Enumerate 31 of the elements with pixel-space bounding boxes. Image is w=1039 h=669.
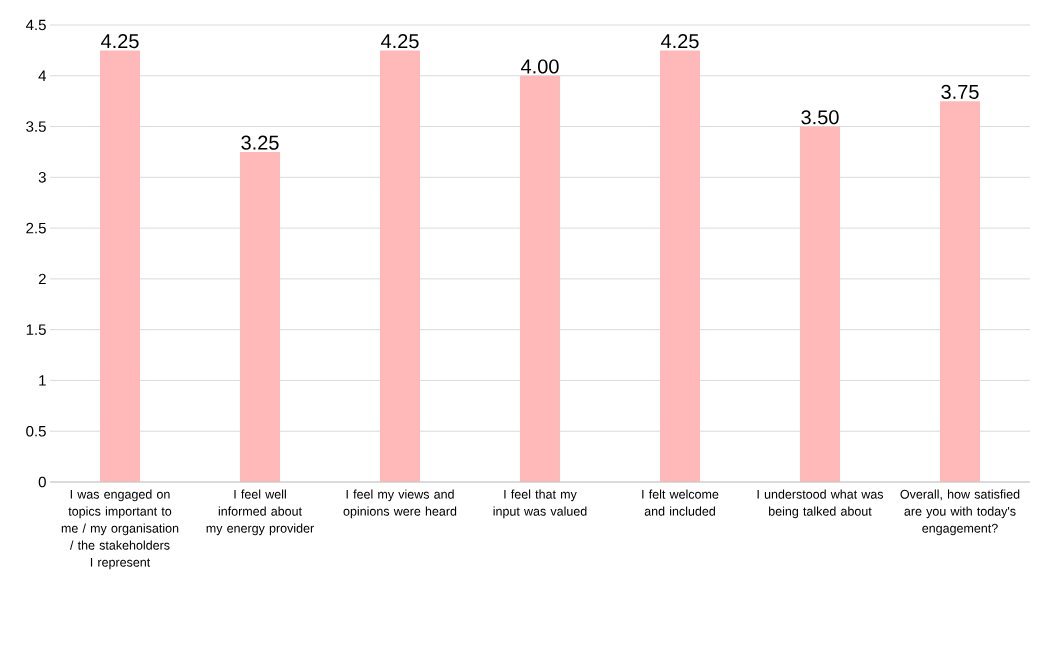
bar [100,50,141,482]
bar [240,151,281,482]
x-tick-label: I feel that my input was valued [493,489,587,519]
bar [660,50,700,482]
x-tick-label: Overall, how satisfied are you with today's engagement? [900,489,1020,536]
data-label: 4.25 [101,34,139,49]
y-tick-label: 0 [38,476,46,488]
data-label: 3.75 [941,84,979,99]
data-label: 4.25 [660,34,699,49]
data-label: 4.25 [381,34,419,49]
y-tick-label: 0.5 [26,425,46,437]
x-tick-label: I was engaged on topics important to me / my organisation / the stakeholders I represent [61,489,179,570]
x-tick-label: I feel my views and opinions were heard [343,489,457,519]
x-tick-label: I understood what was being talked about [757,489,884,519]
y-tick-label: 2.5 [26,222,46,234]
bar [380,50,420,482]
data-label: 4.00 [520,59,559,74]
bar [940,101,980,482]
data-label: 3.25 [241,135,279,150]
y-tick-label: 3.5 [26,121,46,132]
bar [800,126,840,482]
bar [520,75,560,482]
y-tick-label: 4 [38,70,47,81]
y-tick-label: 2 [38,273,46,285]
x-tick-label: I feel well informed about my energy provider [206,489,314,536]
y-tick-label: 1 [39,375,46,386]
y-tick-label: 1.5 [26,324,46,335]
y-tick-label: 4.5 [25,19,46,31]
x-tick-label: I felt welcome and included [642,489,719,516]
y-tick-label: 3 [38,172,46,183]
data-label: 3.50 [801,110,839,125]
